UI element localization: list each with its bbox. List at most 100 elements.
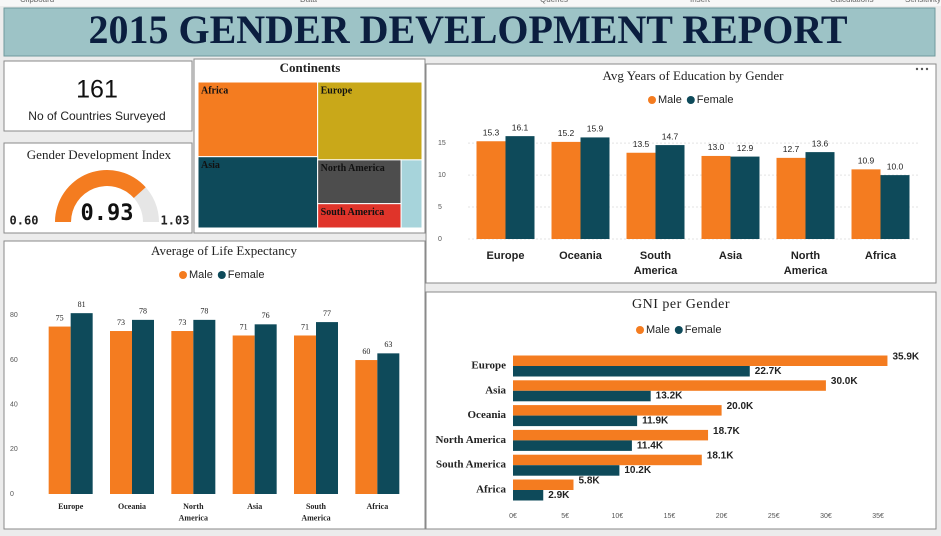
value-label: 30.0K (831, 376, 858, 387)
value-label: 18.7K (713, 426, 740, 437)
x-tick-label: South America (301, 502, 330, 523)
value-label: 13.2K (656, 391, 683, 402)
value-label: 18.1K (707, 451, 734, 462)
ribbon-label: Queries (540, 0, 568, 4)
value-label: 5.8K (578, 475, 600, 486)
y-tick-label: 80 (10, 312, 18, 319)
bar (232, 335, 255, 494)
value-label: 11.9K (642, 415, 669, 426)
y-tick-label: Oceania (468, 409, 507, 421)
bar (294, 335, 316, 494)
y-tick-label: North America (435, 434, 506, 446)
treemap-tile (317, 159, 402, 205)
treemap-tile (317, 203, 402, 229)
chart-title: Avg Years of Education by Gender (603, 68, 785, 83)
bar (316, 322, 338, 494)
menu-dot (925, 67, 929, 71)
label-line: South (640, 250, 671, 262)
value-label: 11.4K (637, 440, 664, 451)
legend-marker (674, 326, 683, 334)
x-tick-label: 30€ (820, 513, 832, 520)
y-tick-label: 0 (10, 491, 14, 498)
bar (513, 440, 632, 451)
kpi-label: No of Countries Surveyed (28, 109, 165, 123)
value-label: 81 (78, 300, 86, 309)
treemap-label: South America (321, 207, 385, 218)
gauge-value (55, 170, 146, 222)
x-tick-label: Africa (366, 502, 388, 511)
treemap-label: Africa (201, 85, 228, 96)
bar (513, 415, 638, 427)
value-label: 35.9K (892, 351, 919, 362)
chart-title: GNI per Gender (632, 297, 730, 312)
value-label: 73 (178, 318, 186, 327)
value-label: 13.5 (633, 139, 650, 149)
value-label: 14.7 (662, 131, 679, 141)
treemap-label: Europe (321, 85, 353, 96)
y-tick-label: Africa (476, 484, 506, 496)
value-label: 12.7 (783, 144, 800, 154)
x-tick-label: Asia (247, 502, 262, 511)
value-label: 78 (200, 307, 208, 316)
x-tick-label: Oceania (559, 250, 603, 262)
legend-marker (648, 96, 656, 104)
bar (513, 479, 574, 490)
bar (776, 157, 806, 239)
ribbon-label: Clipboard (20, 0, 54, 4)
bar (513, 390, 651, 402)
value-label: 13.6 (812, 138, 829, 148)
value-label: 15.2 (558, 128, 575, 138)
treemap-label: Asia (201, 160, 220, 171)
bar (730, 156, 760, 239)
treemap-title: Continents (280, 60, 341, 75)
treemap-tile (317, 81, 423, 161)
bar (513, 429, 709, 441)
x-tick-label: Oceania (118, 502, 146, 511)
value-label: 76 (262, 311, 270, 320)
kpi-panel (3, 60, 193, 132)
label-line: North (183, 502, 204, 511)
bar (513, 490, 544, 501)
title-banner (3, 7, 936, 57)
bar (505, 136, 535, 239)
kpi-value: 161 (76, 76, 118, 104)
label-line: America (634, 265, 678, 277)
x-tick-label: 15€ (664, 513, 676, 520)
value-label: 13.0 (708, 142, 725, 152)
value-label: 15.9 (587, 124, 604, 134)
bar (513, 465, 620, 476)
label-line: South (306, 502, 327, 511)
legend-label: Female (685, 324, 722, 336)
menu-dot (915, 67, 919, 71)
y-tick-label: 40 (10, 402, 18, 409)
bar (701, 155, 731, 239)
gauge-panel (3, 142, 193, 234)
bar (513, 355, 888, 366)
label-line: America (301, 514, 330, 523)
bar (513, 380, 826, 391)
y-tick-label: 10 (438, 172, 446, 179)
y-tick-label: 20 (10, 446, 18, 453)
value-label: 63 (384, 340, 392, 349)
bar (110, 331, 132, 494)
bar (48, 326, 71, 494)
ribbon-label: Data (300, 0, 317, 4)
value-label: 10.9 (858, 156, 875, 166)
value-label: 77 (323, 309, 331, 318)
label-line: North (791, 250, 821, 262)
value-label: 15.3 (483, 128, 500, 138)
legend-label: Male (646, 324, 670, 336)
report-title: 2015 GENDER DEVELOPMENT REPORT (88, 7, 847, 52)
bar (193, 319, 216, 494)
legend-marker (636, 326, 644, 334)
x-tick-label: Asia (719, 250, 743, 262)
chart-title: Average of Life Expectancy (151, 243, 297, 258)
bar (655, 145, 685, 239)
bar (880, 175, 910, 239)
value-label: 73 (117, 318, 125, 327)
ribbon-label: Calculations (830, 0, 874, 4)
y-tick-label: 0 (438, 236, 442, 243)
value-label: 75 (56, 313, 64, 322)
x-tick-label: 25€ (768, 513, 780, 520)
